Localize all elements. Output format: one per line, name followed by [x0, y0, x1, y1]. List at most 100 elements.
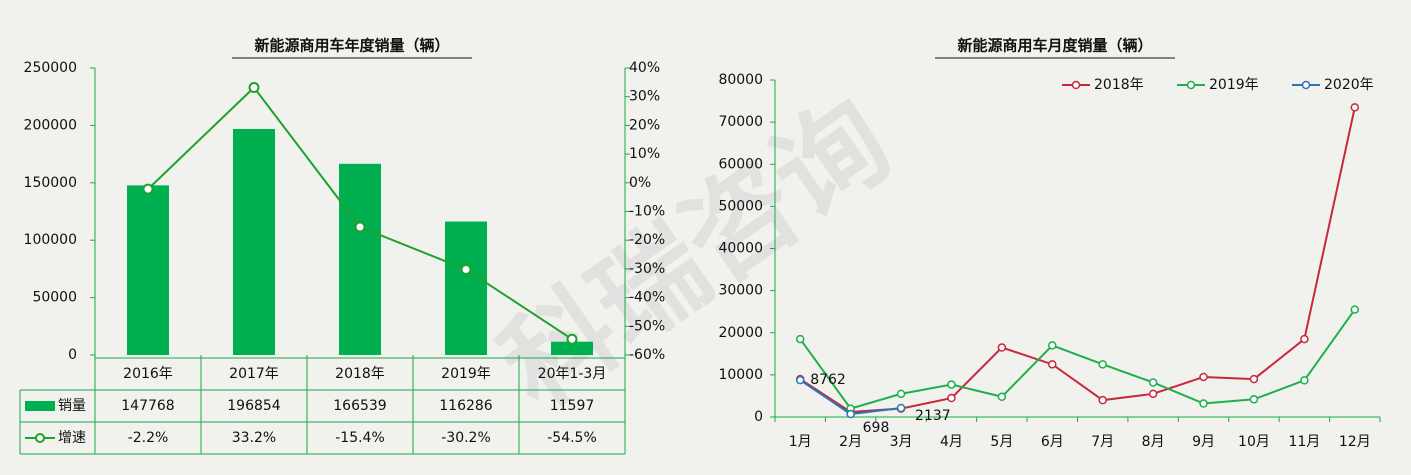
legend-marker	[1071, 80, 1081, 90]
y-tick-label: 20000	[718, 325, 763, 341]
chart-title: 新能源商用车月度销量（辆）	[957, 37, 1152, 55]
table-value: 116286	[439, 398, 493, 414]
x-tick-label: 20年1-3月	[538, 366, 607, 382]
line-marker	[1098, 395, 1107, 405]
data-label: 8762	[810, 372, 846, 388]
line-marker	[947, 380, 956, 389]
line-marker	[1350, 305, 1360, 314]
x-tick-label: 11月	[1288, 434, 1320, 450]
table-value: -2.2%	[128, 430, 169, 446]
y-tick-label: 0	[68, 347, 77, 363]
chart-title: 新能源商用车年度销量（辆）	[254, 37, 449, 55]
x-tick-label: 2月	[839, 434, 862, 450]
line-marker	[1148, 389, 1158, 399]
line-marker	[1199, 372, 1208, 382]
line-marker	[1098, 360, 1107, 369]
line-marker	[795, 334, 805, 344]
x-tick-label: 6月	[1041, 434, 1064, 450]
y-tick-label: 150000	[24, 175, 77, 191]
line-marker	[997, 392, 1007, 402]
y2-tick-label: -50%	[629, 318, 665, 334]
line-marker	[460, 263, 472, 275]
x-tick-label: 10月	[1238, 434, 1270, 450]
table-value: 147768	[121, 398, 174, 414]
x-tick-label: 3月	[890, 434, 913, 450]
x-tick-label: 12月	[1339, 434, 1371, 450]
legend-marker	[1186, 80, 1196, 90]
x-tick-label: 8月	[1142, 434, 1165, 450]
y-tick-label: 200000	[24, 117, 77, 133]
line-marker	[1249, 374, 1259, 384]
x-tick-label: 2016年	[123, 366, 173, 382]
y-tick-label: 70000	[718, 114, 763, 130]
line-marker	[566, 333, 578, 345]
x-tick-label: 5月	[990, 434, 1013, 450]
y2-tick-label: -10%	[629, 204, 665, 220]
line-marker	[248, 82, 260, 94]
x-tick-label: 2017年	[229, 366, 279, 382]
table-value: -54.5%	[547, 430, 597, 446]
line-marker	[997, 343, 1007, 352]
line-marker	[896, 403, 906, 413]
legend-marker	[1301, 80, 1311, 90]
line-marker	[795, 375, 805, 385]
y2-tick-label: 10%	[629, 146, 660, 162]
bar	[339, 163, 381, 355]
line-marker	[1300, 376, 1309, 385]
y2-tick-label: -40%	[629, 290, 665, 306]
table-value: -30.2%	[441, 430, 491, 446]
x-tick-label: 2019年	[441, 366, 491, 382]
line-marker	[1350, 103, 1360, 112]
y-tick-label: 50000	[32, 290, 77, 306]
y2-tick-label: -60%	[629, 347, 665, 363]
y-tick-label: 50000	[718, 198, 763, 214]
line-marker	[142, 183, 154, 195]
legend-label: 销量	[58, 398, 86, 414]
x-tick-label: 2018年	[335, 366, 385, 382]
table-value: -15.4%	[335, 430, 385, 446]
y-tick-label: 10000	[718, 367, 763, 383]
line-marker	[1199, 399, 1208, 408]
line-marker	[1048, 341, 1057, 350]
line-series	[799, 309, 1356, 410]
bar	[445, 221, 487, 355]
legend-label: 2020年	[1324, 77, 1374, 93]
x-tick-label: 7月	[1091, 434, 1114, 450]
line-marker	[1300, 334, 1309, 344]
table-value: 196854	[227, 398, 281, 414]
bar	[551, 341, 593, 355]
x-tick-label: 4月	[940, 434, 963, 450]
line-marker	[896, 389, 906, 399]
table-value: 33.2%	[232, 430, 276, 446]
y-tick-label: 0	[754, 409, 763, 425]
line-marker	[1249, 395, 1259, 404]
line-marker	[354, 221, 366, 233]
data-label: 698	[863, 420, 890, 436]
y-tick-label: 250000	[24, 60, 77, 76]
line-marker	[1148, 378, 1158, 387]
line-marker	[1048, 360, 1057, 369]
y2-tick-label: 40%	[629, 60, 660, 76]
legend-label: 2019年	[1209, 77, 1259, 93]
y2-tick-label: 30%	[629, 89, 660, 105]
y2-tick-label: -20%	[629, 232, 665, 248]
table-value: 11597	[550, 398, 595, 414]
x-tick-label: 1月	[789, 434, 812, 450]
y-tick-label: 100000	[24, 232, 77, 248]
y-tick-label: 80000	[718, 72, 763, 88]
line-marker	[846, 409, 855, 419]
data-label: 2137	[915, 408, 951, 424]
line-marker	[947, 393, 956, 403]
bar	[233, 129, 275, 355]
legend-marker	[35, 433, 45, 443]
y2-tick-label: -30%	[629, 261, 665, 277]
legend-label: 2018年	[1094, 77, 1144, 93]
y-tick-label: 30000	[718, 283, 763, 299]
y-tick-label: 60000	[718, 156, 763, 172]
y-tick-label: 40000	[718, 241, 763, 257]
x-tick-label: 9月	[1192, 434, 1215, 450]
table-value: 166539	[333, 398, 386, 414]
legend-label: 增速	[58, 430, 86, 446]
y2-tick-label: 20%	[629, 117, 660, 133]
